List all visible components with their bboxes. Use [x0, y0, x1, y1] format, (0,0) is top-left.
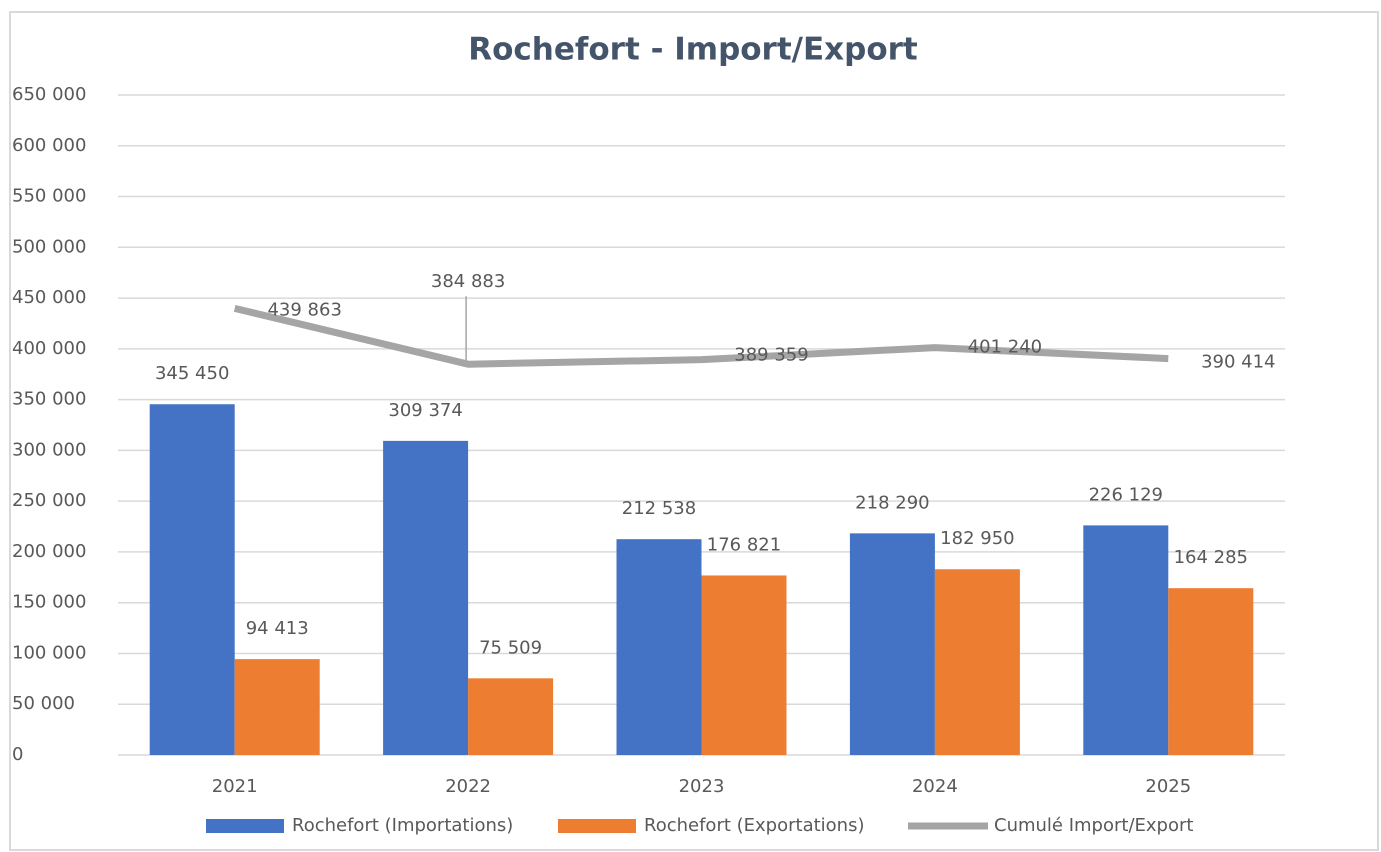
- y-tick-label: 350 000: [12, 389, 86, 410]
- bar: [149, 404, 235, 755]
- data-label: 218 290: [855, 492, 929, 513]
- legend-swatch: [558, 819, 636, 833]
- legend-label: Rochefort (Importations): [292, 815, 513, 836]
- y-tick-label: 0: [12, 744, 23, 765]
- data-label: 309 374: [388, 400, 462, 421]
- y-tick-label: 600 000: [12, 135, 86, 156]
- bar: [934, 569, 1020, 755]
- bar: [234, 659, 320, 755]
- data-label: 182 950: [940, 528, 1014, 549]
- bar: [1083, 525, 1169, 755]
- data-label: 439 863: [267, 299, 341, 320]
- legend-label: Cumulé Import/Export: [994, 815, 1193, 836]
- x-tick-label: 2022: [445, 776, 491, 797]
- chart-title: Rochefort - Import/Export: [468, 32, 918, 68]
- data-label: 212 538: [622, 498, 696, 519]
- y-tick-label: 100 000: [12, 642, 86, 663]
- bar: [849, 533, 935, 755]
- data-label: 94 413: [246, 618, 309, 639]
- bar: [616, 539, 702, 755]
- bar: [383, 440, 469, 755]
- data-label: 384 883: [431, 271, 505, 292]
- y-tick-label: 50 000: [12, 693, 75, 714]
- x-tick-label: 2021: [212, 776, 258, 797]
- y-tick-label: 450 000: [12, 287, 86, 308]
- legend-swatch: [206, 819, 284, 833]
- bar: [468, 678, 554, 755]
- data-label: 176 821: [707, 534, 781, 555]
- data-label: 226 129: [1089, 484, 1163, 505]
- data-label: 75 509: [479, 637, 542, 658]
- x-tick-label: 2025: [1145, 776, 1191, 797]
- y-tick-label: 650 000: [12, 84, 86, 105]
- y-tick-label: 200 000: [12, 541, 86, 562]
- x-tick-label: 2023: [679, 776, 725, 797]
- y-tick-label: 250 000: [12, 490, 86, 511]
- bar: [1168, 588, 1254, 755]
- y-tick-label: 500 000: [12, 236, 86, 257]
- data-label: 401 240: [968, 337, 1042, 358]
- y-tick-label: 300 000: [12, 439, 86, 460]
- data-label: 345 450: [155, 363, 229, 384]
- y-tick-label: 550 000: [12, 186, 86, 207]
- x-tick-label: 2024: [912, 776, 958, 797]
- y-tick-label: 150 000: [12, 592, 86, 613]
- data-label: 389 359: [734, 345, 808, 366]
- legend-label: Rochefort (Exportations): [644, 815, 864, 836]
- data-label: 390 414: [1201, 352, 1275, 373]
- y-tick-label: 400 000: [12, 338, 86, 359]
- data-label: 164 285: [1174, 547, 1248, 568]
- bar: [701, 575, 787, 755]
- line-series: [233, 304, 1169, 368]
